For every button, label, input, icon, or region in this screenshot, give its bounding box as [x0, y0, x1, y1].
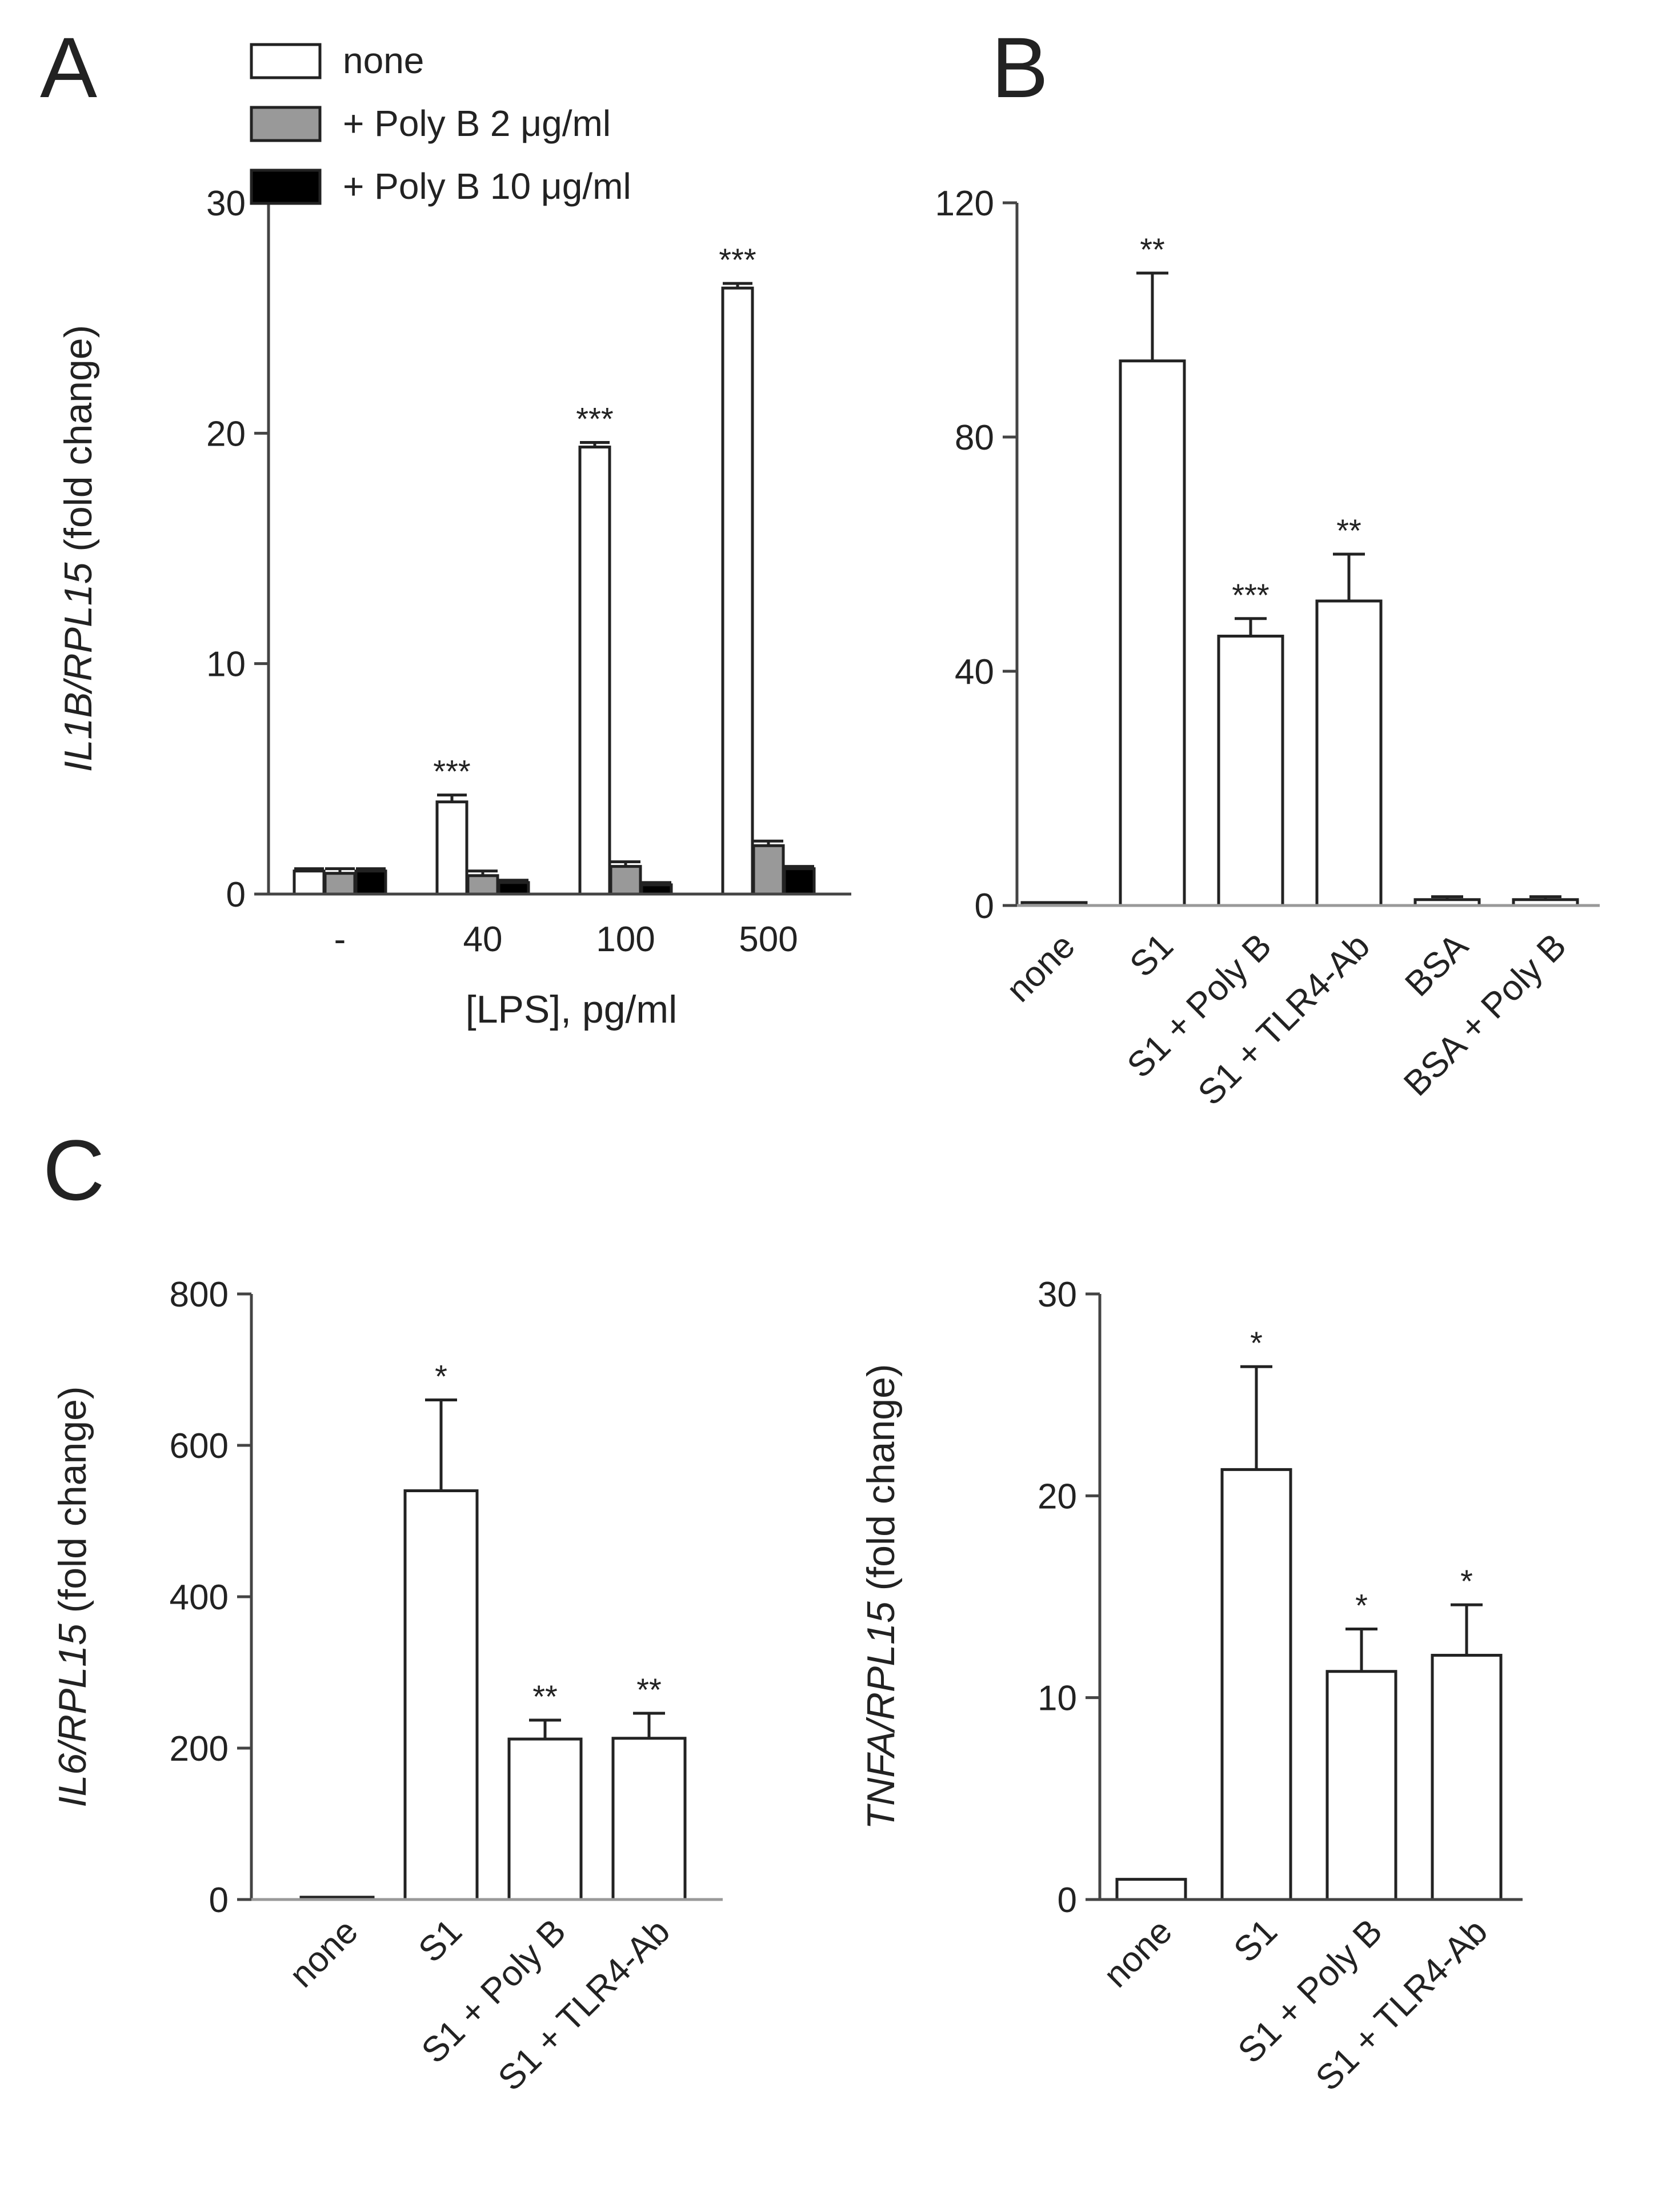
significance-label: * [1355, 1588, 1368, 1624]
y-tick-label: 600 [170, 1426, 229, 1466]
y-tick-label: 20 [206, 414, 246, 454]
x-category-label: S1 [1122, 926, 1180, 984]
bar [1220, 1468, 1292, 1901]
legend: none + Poly B 2 μg/ml + Poly B 10 μg/ml [250, 40, 631, 207]
bar [323, 872, 357, 896]
x-axis-title: [LPS], pg/ml [466, 988, 677, 1031]
bar [293, 869, 326, 896]
y-tick-label: 10 [206, 645, 246, 684]
significance-label: * [1460, 1563, 1473, 1599]
y-axis-title-unit: (fold change) [859, 1364, 903, 1601]
x-category-label: 40 [463, 920, 503, 959]
significance-label: ** [636, 1672, 662, 1708]
significance-label: *** [576, 400, 613, 436]
y-axis-title-gene: TNFA/RPL15 [859, 1601, 903, 1829]
legend-label: none [343, 40, 424, 81]
bar [721, 286, 754, 896]
bar [435, 800, 468, 896]
y-tick-label: 800 [170, 1275, 229, 1315]
y-tick-label: 0 [226, 875, 246, 915]
bar [609, 865, 642, 896]
x-category-label: none [1096, 1912, 1180, 1995]
y-tick-label: 0 [975, 887, 994, 926]
x-category-label: none [282, 1912, 366, 1995]
y-tick-label: 30 [1038, 1275, 1077, 1315]
x-category-label: none [999, 926, 1083, 1009]
bar [783, 867, 816, 896]
legend-swatch [250, 43, 322, 79]
significance-label: * [435, 1359, 447, 1394]
significance-label: *** [719, 242, 756, 278]
panel-a: A 0 10 20 30 IL1B/RPL15 (fold change) *** *** **… [40, 19, 851, 1031]
bar [1315, 599, 1383, 907]
bar [1119, 359, 1186, 907]
y-tick-label: 80 [955, 418, 994, 458]
bar [466, 874, 499, 896]
y-axis-title: IL1B/RPL15 (fold change) [57, 325, 100, 772]
y-tick-label: 400 [170, 1578, 229, 1617]
bar [1217, 635, 1284, 907]
y-tick-label: 200 [170, 1729, 229, 1769]
panel-tnfa: 0 10 20 30 TNFA/RPL15 (fold change) * * * none S1… [859, 1275, 1523, 2098]
significance-label: ** [1140, 231, 1165, 267]
bar [1325, 1670, 1397, 1901]
significance-label: ** [532, 1678, 558, 1714]
bar [578, 446, 611, 896]
x-category-label: 100 [596, 920, 655, 959]
y-axis-title: IL6/RPL15 (fold change) [51, 1386, 94, 1807]
y-tick-label: 20 [1038, 1477, 1077, 1516]
x-category-label: - [334, 920, 346, 959]
bar [1431, 1653, 1503, 1901]
legend-label: + Poly B 2 μg/ml [343, 103, 611, 144]
x-category-label: BSA [1397, 926, 1476, 1004]
y-tick-label: 120 [935, 184, 994, 223]
y-tick-label: 30 [206, 184, 246, 223]
x-category-label: S1 [1226, 1912, 1284, 1970]
bar [354, 869, 387, 896]
y-tick-label: 0 [209, 1881, 229, 1920]
bar [611, 1737, 687, 1901]
bar [507, 1737, 583, 1901]
bar [752, 844, 785, 896]
x-category-label: S1 + TLR4-Ab [1191, 926, 1377, 1113]
y-axis-title-gene: IL1B/RPL15 [57, 562, 100, 772]
x-category-label: 500 [739, 920, 798, 959]
significance-label: *** [433, 754, 470, 790]
y-axis-title-unit: (fold change) [51, 1386, 94, 1624]
y-axis-title-gene: IL6/RPL15 [51, 1624, 94, 1808]
panel-letter-b: B [991, 19, 1048, 115]
panel-letter-c: C [43, 1122, 105, 1218]
significance-label: * [1250, 1325, 1263, 1361]
bar [497, 881, 530, 896]
legend-label: + Poly B 10 μg/ml [343, 166, 631, 207]
panel-letter-a: A [40, 19, 97, 115]
y-tick-label: 10 [1038, 1679, 1077, 1718]
significance-label: ** [1336, 512, 1361, 548]
y-tick-label: 40 [955, 652, 994, 692]
bar [403, 1489, 479, 1901]
y-axis-title: TNFA/RPL15 (fold change) [859, 1364, 903, 1829]
legend-swatch [250, 106, 322, 142]
y-tick-label: 0 [1058, 1881, 1077, 1920]
significance-label: *** [1232, 577, 1269, 613]
y-axis-title-unit: (fold change) [57, 325, 100, 563]
x-category-label: S1 [411, 1912, 469, 1970]
bar [1115, 1878, 1187, 1901]
legend-swatch [250, 169, 322, 205]
